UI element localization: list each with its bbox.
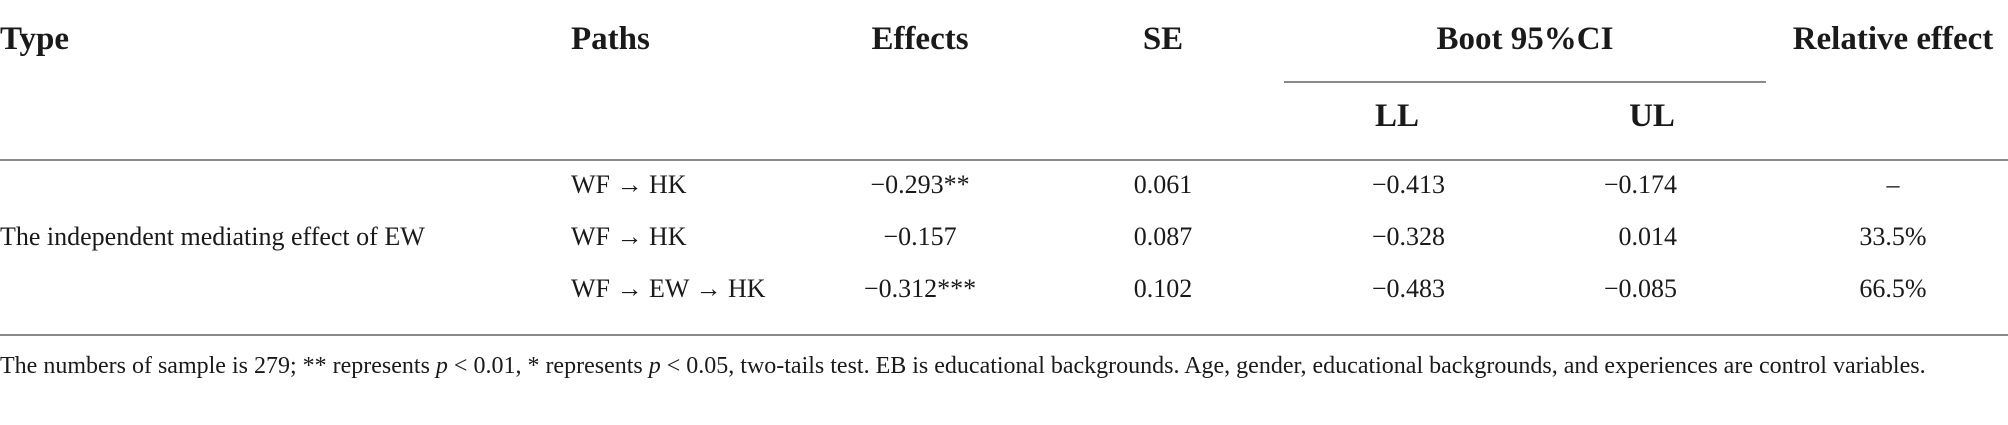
- header-type: Type: [0, 21, 70, 57]
- table-cell-relative: –: [1886, 170, 1900, 199]
- table-cell-path: WF → HK: [571, 170, 687, 199]
- header-ll: LL: [1374, 98, 1420, 134]
- bottom-rule: [0, 334, 2008, 336]
- table-cell-relative: 66.5%: [1859, 274, 1927, 303]
- footnote-text: The numbers of sample is 279; ** represe…: [0, 353, 436, 379]
- footnote-text: < 0.05, two-tails test. EB is educationa…: [660, 353, 1926, 379]
- table-cell-ul: −0.174: [1603, 170, 1677, 199]
- header-ul: UL: [1629, 98, 1675, 134]
- header-effects: Effects: [871, 21, 969, 57]
- table-cell-ll: −0.328: [1371, 222, 1445, 251]
- table-cell-effect: −0.157: [883, 222, 957, 251]
- table-cell-path: WF → EW → HK: [571, 274, 766, 303]
- header-boot-ci: Boot 95%CI: [1436, 21, 1614, 57]
- table-cell-ul: −0.085: [1603, 274, 1677, 303]
- table-cell-se: 0.087: [1133, 222, 1193, 251]
- header-paths: Paths: [571, 21, 650, 57]
- table-cell-effect: −0.293**: [870, 170, 970, 199]
- boot-ci-rule: [1284, 81, 1766, 83]
- table-cell-se: 0.061: [1133, 170, 1193, 199]
- footnote-p-symbol: p: [648, 353, 661, 379]
- table-cell-ll: −0.483: [1371, 274, 1445, 303]
- footnote-p-symbol: p: [435, 353, 448, 379]
- group-label: The independent mediating effect of EW: [0, 222, 425, 251]
- header-rule: [0, 159, 2008, 161]
- table-cell-ul: 0.014: [1618, 222, 1678, 251]
- table-cell-effect: −0.312***: [863, 274, 977, 303]
- table-footnote: The numbers of sample is 279; ** represe…: [0, 348, 1960, 384]
- table-cell-relative: 33.5%: [1859, 222, 1927, 251]
- header-se: SE: [1142, 21, 1184, 57]
- table-cell-ll: −0.413: [1371, 170, 1445, 199]
- header-relative-effect: Relative effect: [1792, 21, 1994, 57]
- footnote-text: < 0.01, * represents: [447, 353, 649, 379]
- table-cell-se: 0.102: [1133, 274, 1193, 303]
- table-cell-path: WF → HK: [571, 222, 687, 251]
